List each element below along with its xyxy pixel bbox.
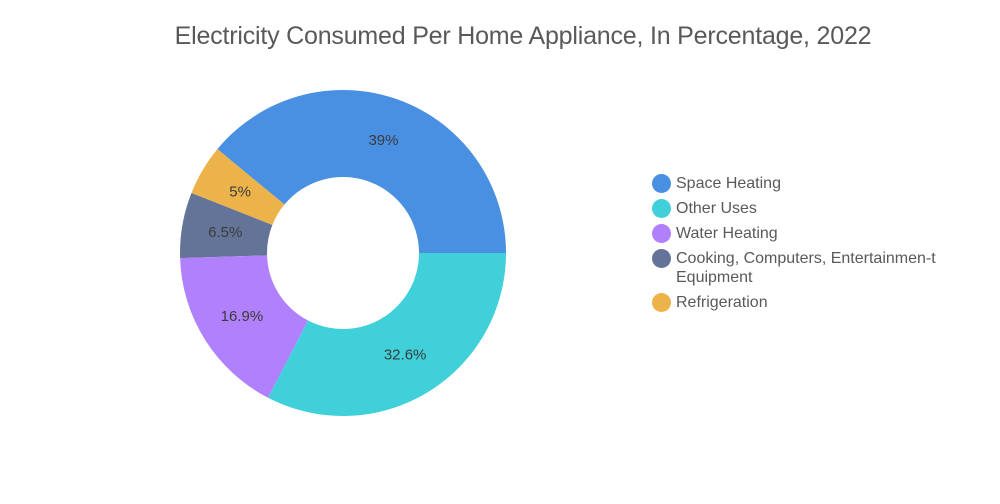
slice-label: 6.5% xyxy=(208,224,242,241)
legend-item-other-uses[interactable]: Other Uses xyxy=(652,199,972,218)
legend-label: Other Uses xyxy=(676,200,757,217)
legend-swatch xyxy=(652,293,671,312)
slice-label: 32.6% xyxy=(384,347,427,364)
slice-label: 5% xyxy=(229,184,251,201)
legend-label: Refrigeration xyxy=(676,294,768,311)
slice-label: 16.9% xyxy=(221,308,264,325)
legend: Space Heating Other Uses Water Heating C… xyxy=(652,174,972,318)
legend-item-water-heating[interactable]: Water Heating xyxy=(652,224,972,243)
slice-other-uses[interactable] xyxy=(268,253,506,416)
slice-label: 39% xyxy=(368,132,398,149)
legend-item-refrigeration[interactable]: Refrigeration xyxy=(652,293,972,312)
slice-water-heating[interactable] xyxy=(180,255,309,398)
legend-swatch xyxy=(652,249,671,268)
slice-refrigeration[interactable] xyxy=(191,149,285,226)
legend-label: Space Heating xyxy=(676,175,781,192)
legend-swatch xyxy=(652,199,671,218)
legend-label: Cooking, Computers, Entertainmen-t Equip… xyxy=(676,250,936,286)
legend-item-cooking-computers[interactable]: Cooking, Computers, Entertainmen-t Equip… xyxy=(652,249,972,287)
legend-swatch xyxy=(652,174,671,193)
legend-item-space-heating[interactable]: Space Heating xyxy=(652,174,972,193)
slice-cooking-computers-entertainmen-t-equipment[interactable] xyxy=(180,192,273,259)
slice-space-heating[interactable] xyxy=(217,90,506,253)
chart-title: Electricity Consumed Per Home Appliance,… xyxy=(174,22,872,50)
legend-swatch xyxy=(652,224,671,243)
legend-label: Water Heating xyxy=(676,225,778,242)
